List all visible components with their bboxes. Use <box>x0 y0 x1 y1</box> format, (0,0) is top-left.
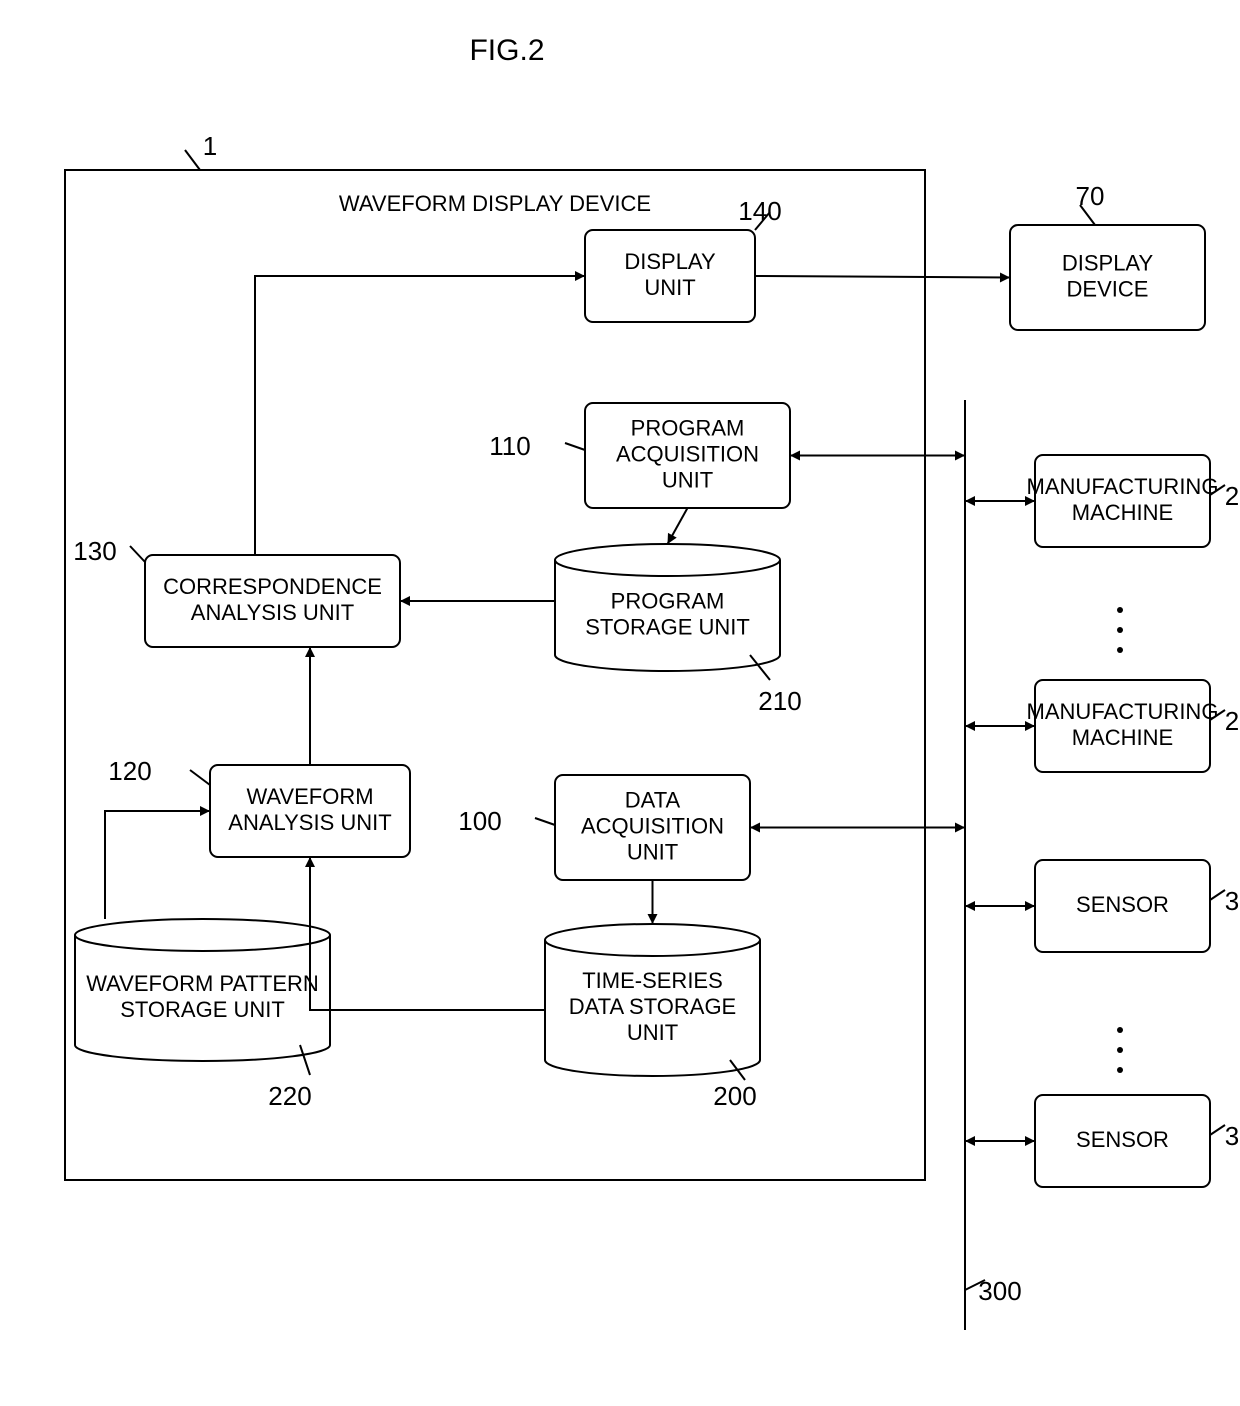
svg-text:STORAGE UNIT: STORAGE UNIT <box>120 997 285 1022</box>
svg-text:ACQUISITION: ACQUISITION <box>581 813 724 838</box>
svg-text:2: 2 <box>1225 481 1239 511</box>
block-diagram: FIG.2WAVEFORM DISPLAY DEVICE1DISPLAYUNIT… <box>0 0 1240 1406</box>
svg-text:130: 130 <box>73 536 116 566</box>
svg-text:200: 200 <box>713 1081 756 1111</box>
figure-title: FIG.2 <box>469 34 544 67</box>
svg-text:UNIT: UNIT <box>662 467 713 492</box>
svg-text:DISPLAY: DISPLAY <box>624 249 716 274</box>
svg-text:2: 2 <box>1225 706 1239 736</box>
svg-text:WAVEFORM PATTERN: WAVEFORM PATTERN <box>86 971 319 996</box>
svg-text:220: 220 <box>268 1081 311 1111</box>
device-title: WAVEFORM DISPLAY DEVICE <box>339 191 651 216</box>
svg-text:3: 3 <box>1225 886 1239 916</box>
svg-text:3: 3 <box>1225 1121 1239 1151</box>
svg-text:DATA STORAGE: DATA STORAGE <box>569 994 736 1019</box>
svg-text:PROGRAM: PROGRAM <box>631 415 745 440</box>
svg-text:MANUFACTURING: MANUFACTURING <box>1027 474 1219 499</box>
svg-text:210: 210 <box>758 686 801 716</box>
svg-text:100: 100 <box>458 806 501 836</box>
svg-text:120: 120 <box>108 756 151 786</box>
svg-text:DEVICE: DEVICE <box>1067 276 1149 301</box>
svg-text:UNIT: UNIT <box>627 1020 678 1045</box>
svg-text:TIME-SERIES: TIME-SERIES <box>582 968 723 993</box>
svg-text:ANALYSIS UNIT: ANALYSIS UNIT <box>228 810 391 835</box>
svg-text:MACHINE: MACHINE <box>1072 725 1173 750</box>
svg-text:SENSOR: SENSOR <box>1076 1127 1169 1152</box>
svg-text:WAVEFORM: WAVEFORM <box>246 784 373 809</box>
svg-text:MACHINE: MACHINE <box>1072 500 1173 525</box>
waveform-display-device <box>65 170 925 1180</box>
svg-text:STORAGE UNIT: STORAGE UNIT <box>585 614 750 639</box>
svg-text:110: 110 <box>489 431 530 461</box>
svg-text:UNIT: UNIT <box>644 275 695 300</box>
svg-text:ACQUISITION: ACQUISITION <box>616 441 759 466</box>
svg-text:MANUFACTURING: MANUFACTURING <box>1027 699 1219 724</box>
svg-text:DISPLAY: DISPLAY <box>1062 250 1154 275</box>
svg-text:SENSOR: SENSOR <box>1076 892 1169 917</box>
svg-text:CORRESPONDENCE: CORRESPONDENCE <box>163 574 382 599</box>
svg-text:DATA: DATA <box>625 787 681 812</box>
svg-text:PROGRAM: PROGRAM <box>611 588 725 613</box>
svg-text:ANALYSIS UNIT: ANALYSIS UNIT <box>191 600 354 625</box>
svg-text:1: 1 <box>203 131 217 161</box>
svg-text:UNIT: UNIT <box>627 839 678 864</box>
svg-text:140: 140 <box>738 196 781 226</box>
